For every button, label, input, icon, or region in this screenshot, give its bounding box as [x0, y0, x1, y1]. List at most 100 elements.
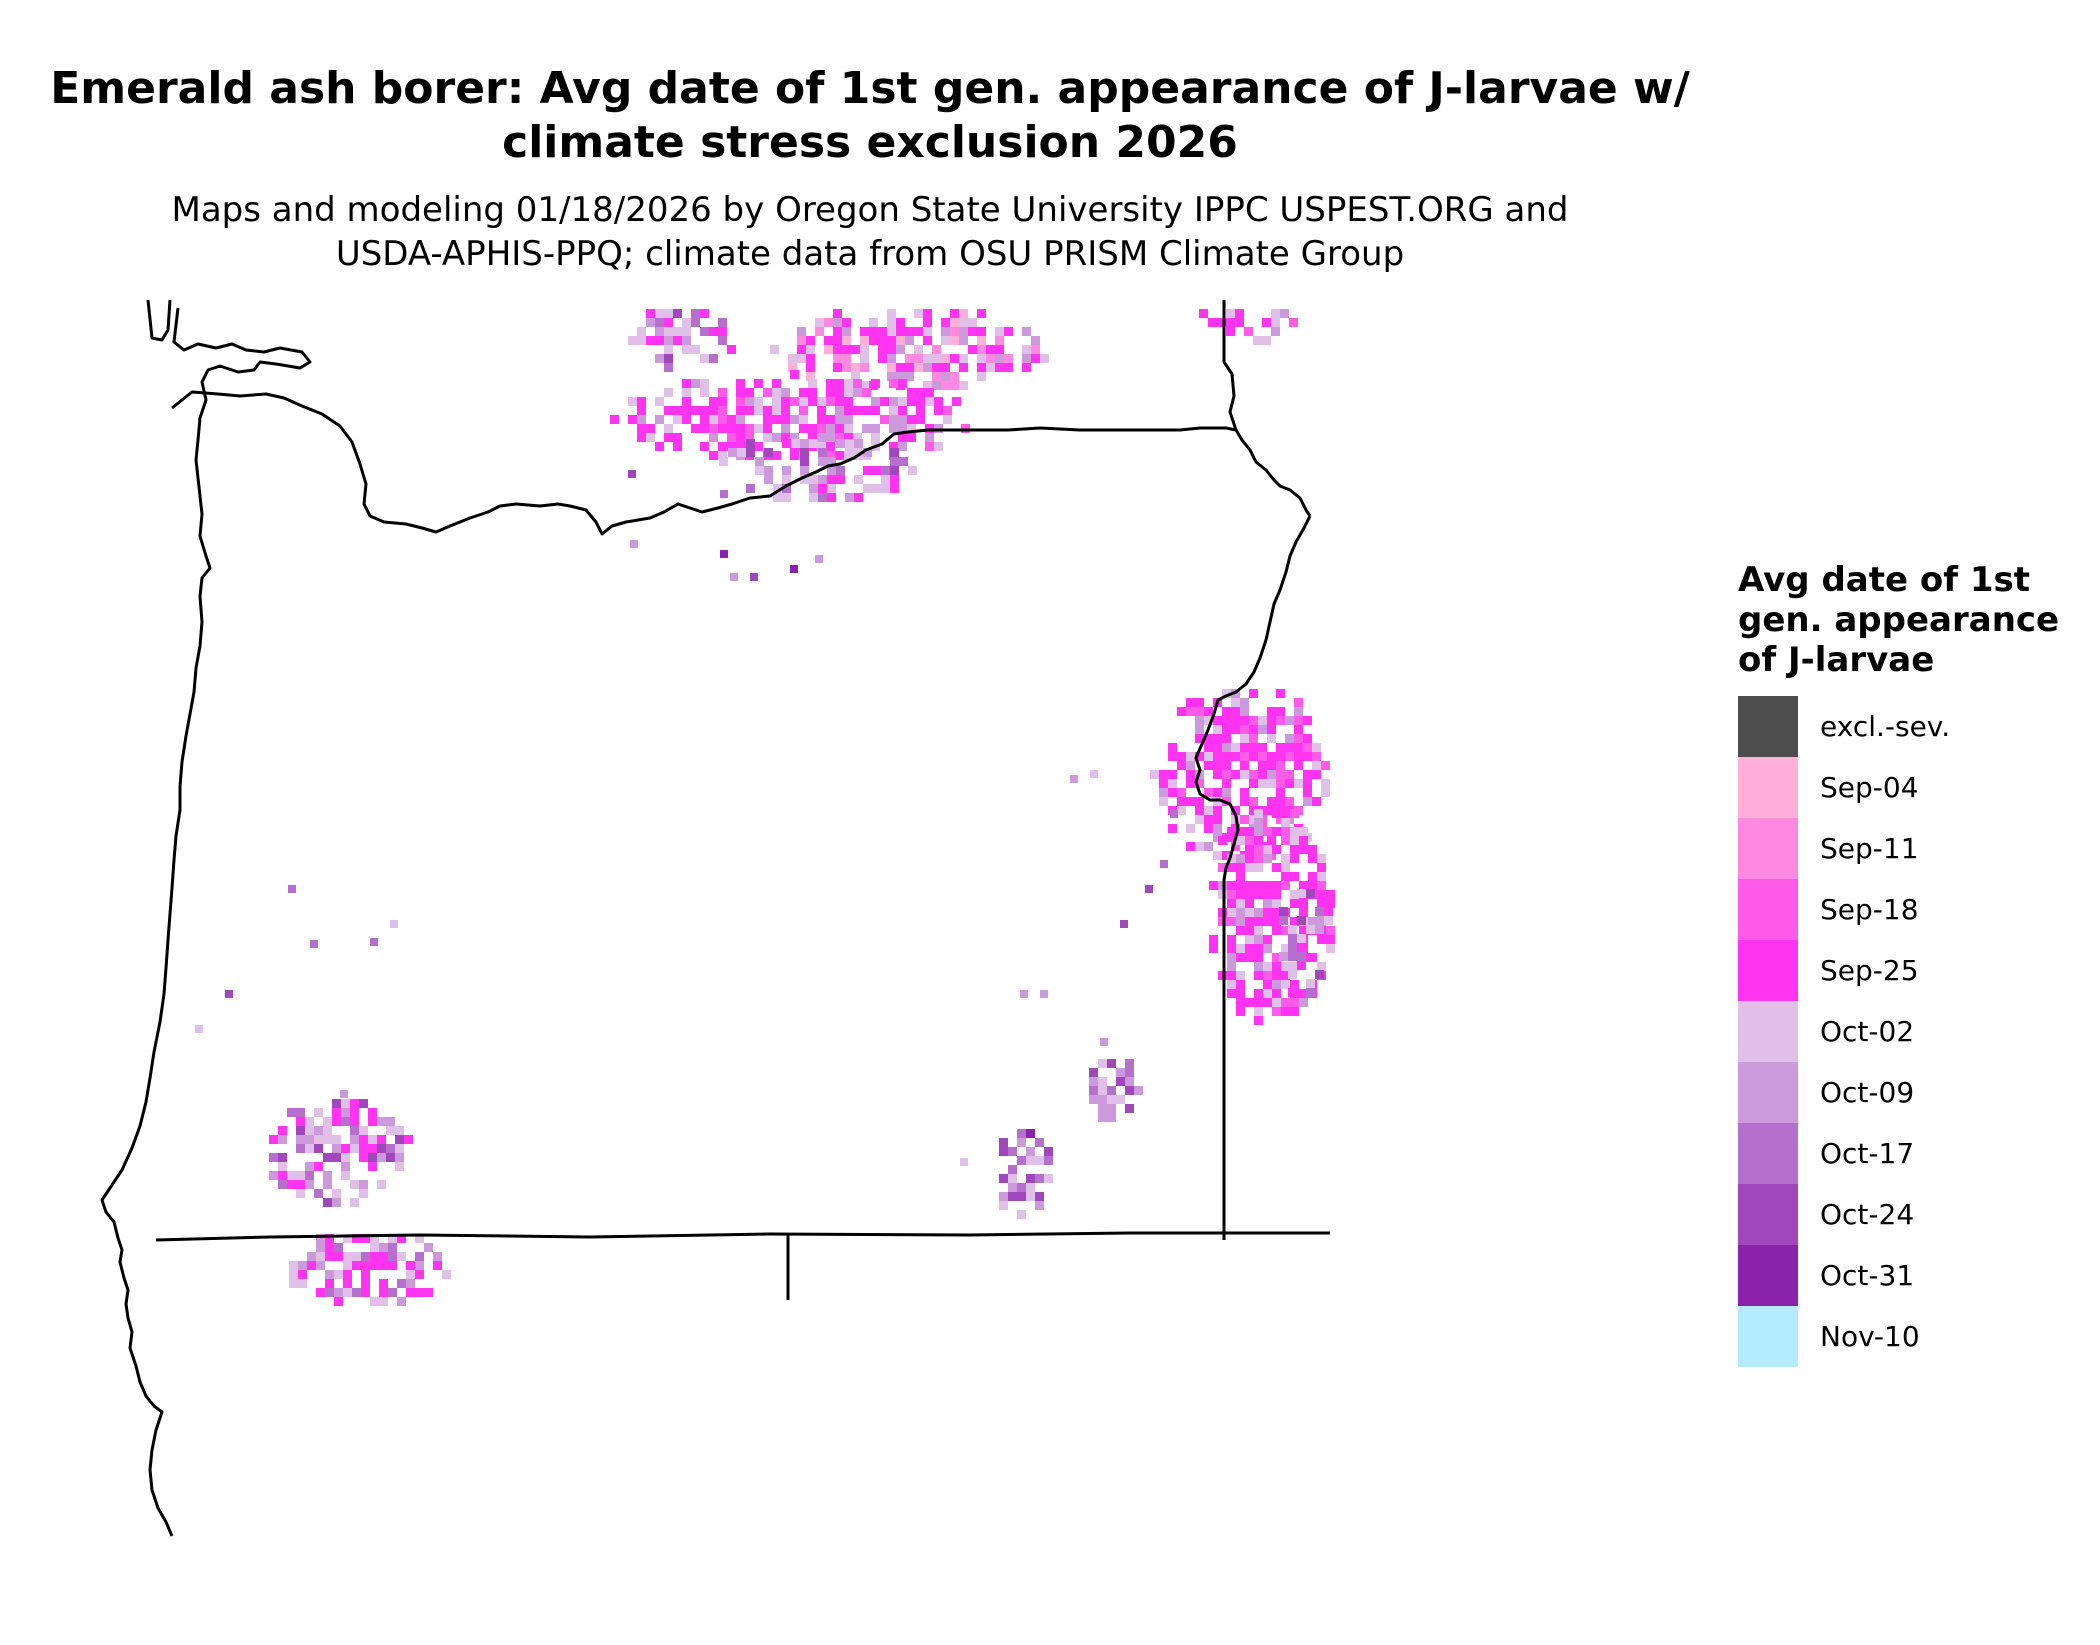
- legend-title-line-3: of J-larvae: [1738, 640, 1935, 680]
- prediction-cell: [1317, 881, 1326, 890]
- prediction-cell: [1222, 725, 1231, 734]
- prediction-cell: [1267, 797, 1276, 806]
- prediction-cell: [1272, 845, 1281, 854]
- prediction-cell: [1213, 788, 1222, 797]
- prediction-cell: [941, 336, 950, 345]
- prediction-cell: [673, 442, 682, 451]
- prediction-cell: [1240, 752, 1249, 761]
- prediction-cell: [1209, 881, 1218, 890]
- prediction-cell: [896, 345, 905, 354]
- prediction-cell: [343, 1252, 352, 1261]
- prediction-cell: [1263, 854, 1272, 863]
- prediction-cell: [334, 1270, 343, 1279]
- prediction-cell: [1227, 917, 1236, 926]
- prediction-cell: [1263, 971, 1272, 980]
- prediction-cell: [1299, 845, 1308, 854]
- prediction-cell: [878, 336, 887, 345]
- prediction-cell: [1290, 845, 1299, 854]
- prediction-cell: [736, 406, 745, 415]
- prediction-cell: [1272, 926, 1281, 935]
- prediction-cell: [1272, 827, 1281, 836]
- prediction-cell: [959, 354, 968, 363]
- prediction-cell: [1213, 725, 1222, 734]
- legend-label: Sep-04: [1820, 771, 1919, 804]
- prediction-cell: [968, 345, 977, 354]
- prediction-cell: [1204, 806, 1213, 815]
- prediction-cell: [941, 372, 950, 381]
- prediction-cell: [1272, 971, 1281, 980]
- prediction-cell: [628, 415, 637, 424]
- prediction-cell: [637, 433, 646, 442]
- prediction-cell: [1134, 1086, 1143, 1095]
- prediction-cell: [1159, 788, 1168, 797]
- prediction-cell: [914, 345, 923, 354]
- prediction-cell: [1177, 806, 1186, 815]
- prediction-cell: [1236, 989, 1245, 998]
- prediction-cell: [1290, 872, 1299, 881]
- prediction-cell: [764, 466, 773, 475]
- prediction-cell: [415, 1234, 424, 1243]
- prediction-cell: [1177, 797, 1186, 806]
- prediction-cell: [872, 466, 881, 475]
- prediction-cell: [314, 1162, 323, 1171]
- prediction-cell: [323, 1180, 332, 1189]
- prediction-cell: [1299, 881, 1308, 890]
- prediction-cell: [772, 397, 781, 406]
- prediction-cell: [1204, 761, 1213, 770]
- prediction-cell: [1236, 1007, 1245, 1016]
- prediction-cell: [646, 336, 655, 345]
- prediction-cell: [296, 1180, 305, 1189]
- prediction-cell: [1294, 698, 1303, 707]
- prediction-cell: [1231, 725, 1240, 734]
- prediction-cell: [1267, 725, 1276, 734]
- prediction-cell: [1070, 775, 1078, 783]
- prediction-cell: [673, 415, 682, 424]
- prediction-cell: [1281, 971, 1290, 980]
- prediction-cell: [851, 372, 860, 381]
- prediction-cell: [316, 1234, 325, 1243]
- prediction-cell: [1276, 743, 1285, 752]
- legend-swatch: [1738, 879, 1798, 940]
- prediction-cell: [754, 424, 763, 433]
- prediction-cell: [934, 442, 943, 451]
- prediction-cell: [887, 327, 896, 336]
- prediction-cell: [1244, 327, 1253, 336]
- prediction-cell: [1235, 318, 1244, 327]
- prediction-cell: [368, 1162, 377, 1171]
- prediction-cell: [673, 327, 682, 336]
- prediction-cell: [1281, 998, 1290, 1007]
- prediction-cell: [1170, 810, 1178, 818]
- prediction-cell: [1306, 979, 1315, 988]
- legend-title-line-1: Avg date of 1st: [1738, 560, 2031, 600]
- prediction-cell: [887, 336, 896, 345]
- prediction-cell: [905, 354, 914, 363]
- prediction-cell: [1209, 935, 1218, 944]
- prediction-cell: [1272, 980, 1281, 989]
- prediction-cell: [720, 550, 728, 558]
- prediction-cell: [278, 1135, 287, 1144]
- prediction-cell: [1213, 824, 1222, 833]
- prediction-cell: [1288, 970, 1297, 979]
- prediction-cell: [1236, 890, 1245, 899]
- prediction-cell: [800, 466, 809, 475]
- prediction-cell: [1306, 925, 1315, 934]
- prediction-cell: [637, 327, 646, 336]
- legend-item: Nov-10: [1738, 1306, 2098, 1367]
- prediction-cell: [1004, 363, 1013, 372]
- prediction-cell: [1315, 907, 1324, 916]
- prediction-cell: [1186, 842, 1195, 851]
- prediction-cell: [907, 415, 916, 424]
- washington-oregon-border: [171, 390, 1312, 536]
- prediction-cell: [899, 457, 908, 466]
- prediction-cell: [968, 318, 977, 327]
- prediction-cell: [1020, 990, 1028, 998]
- prediction-cell: [655, 309, 664, 318]
- prediction-cell: [350, 1117, 359, 1126]
- prediction-cell: [1267, 806, 1276, 815]
- prediction-cell: [835, 424, 844, 433]
- prediction-cell: [388, 1288, 397, 1297]
- prediction-cell: [880, 397, 889, 406]
- prediction-cell: [1308, 881, 1317, 890]
- prediction-cell: [836, 439, 845, 448]
- prediction-cell: [664, 406, 673, 415]
